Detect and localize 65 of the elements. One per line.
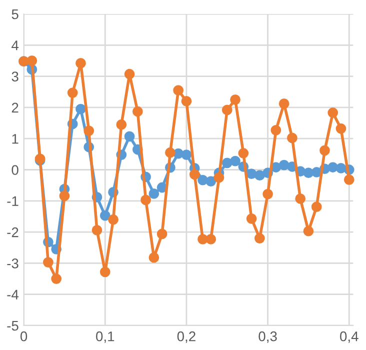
point (278, 160, 290, 170)
point (254, 170, 265, 181)
point (100, 210, 110, 221)
point (295, 194, 306, 204)
y-tick-label: -4 (7, 290, 19, 300)
point (164, 147, 176, 158)
point (214, 172, 224, 183)
point (76, 58, 86, 68)
point (124, 131, 135, 142)
point (156, 228, 168, 240)
point (181, 96, 192, 106)
y-tick-label: 5 (12, 9, 18, 20)
point (92, 224, 102, 236)
point (59, 190, 70, 202)
y-tick-label: 3 (12, 72, 18, 82)
point (344, 174, 354, 185)
y-tick-label: 1 (12, 134, 18, 144)
point (42, 257, 54, 268)
point (116, 119, 127, 130)
point (311, 202, 322, 212)
point (100, 266, 110, 278)
y-tick-label: 2 (12, 102, 18, 112)
point (222, 104, 232, 116)
point (148, 188, 160, 199)
y-tick-label: 0 (12, 165, 18, 175)
point (278, 98, 290, 109)
point (336, 163, 346, 174)
point (270, 124, 282, 136)
point (336, 123, 346, 134)
point (320, 145, 330, 156)
x-tick-label: 0,1 (96, 331, 114, 343)
point (181, 150, 192, 160)
point (84, 126, 94, 136)
y-tick-label: -5 (7, 320, 18, 331)
point (230, 94, 240, 105)
point (328, 108, 338, 118)
point (238, 148, 249, 158)
point (254, 233, 265, 244)
point (230, 156, 240, 166)
point (246, 213, 257, 224)
point (189, 169, 200, 180)
point (108, 214, 118, 225)
point (124, 68, 135, 80)
y-tick-label: 4 (12, 40, 19, 50)
point (303, 226, 314, 236)
point (51, 274, 62, 284)
point (222, 158, 232, 168)
point (206, 176, 216, 186)
point (148, 252, 160, 263)
point (140, 194, 151, 206)
point (26, 56, 38, 66)
y-tick-label: -3 (7, 258, 18, 268)
x-tick-label: 0,3 (258, 331, 277, 343)
point (132, 106, 143, 117)
x-tick-label: 0 (20, 331, 28, 342)
x-tick-label: 0,4 (340, 331, 358, 343)
point (262, 188, 273, 200)
y-tick-label: -1 (7, 196, 18, 206)
point (67, 88, 78, 98)
point (173, 85, 184, 96)
x-tick-label: 0,2 (177, 331, 196, 343)
point (206, 234, 216, 244)
point (76, 104, 86, 114)
point (286, 132, 298, 144)
y-tick-label: -2 (7, 227, 18, 238)
